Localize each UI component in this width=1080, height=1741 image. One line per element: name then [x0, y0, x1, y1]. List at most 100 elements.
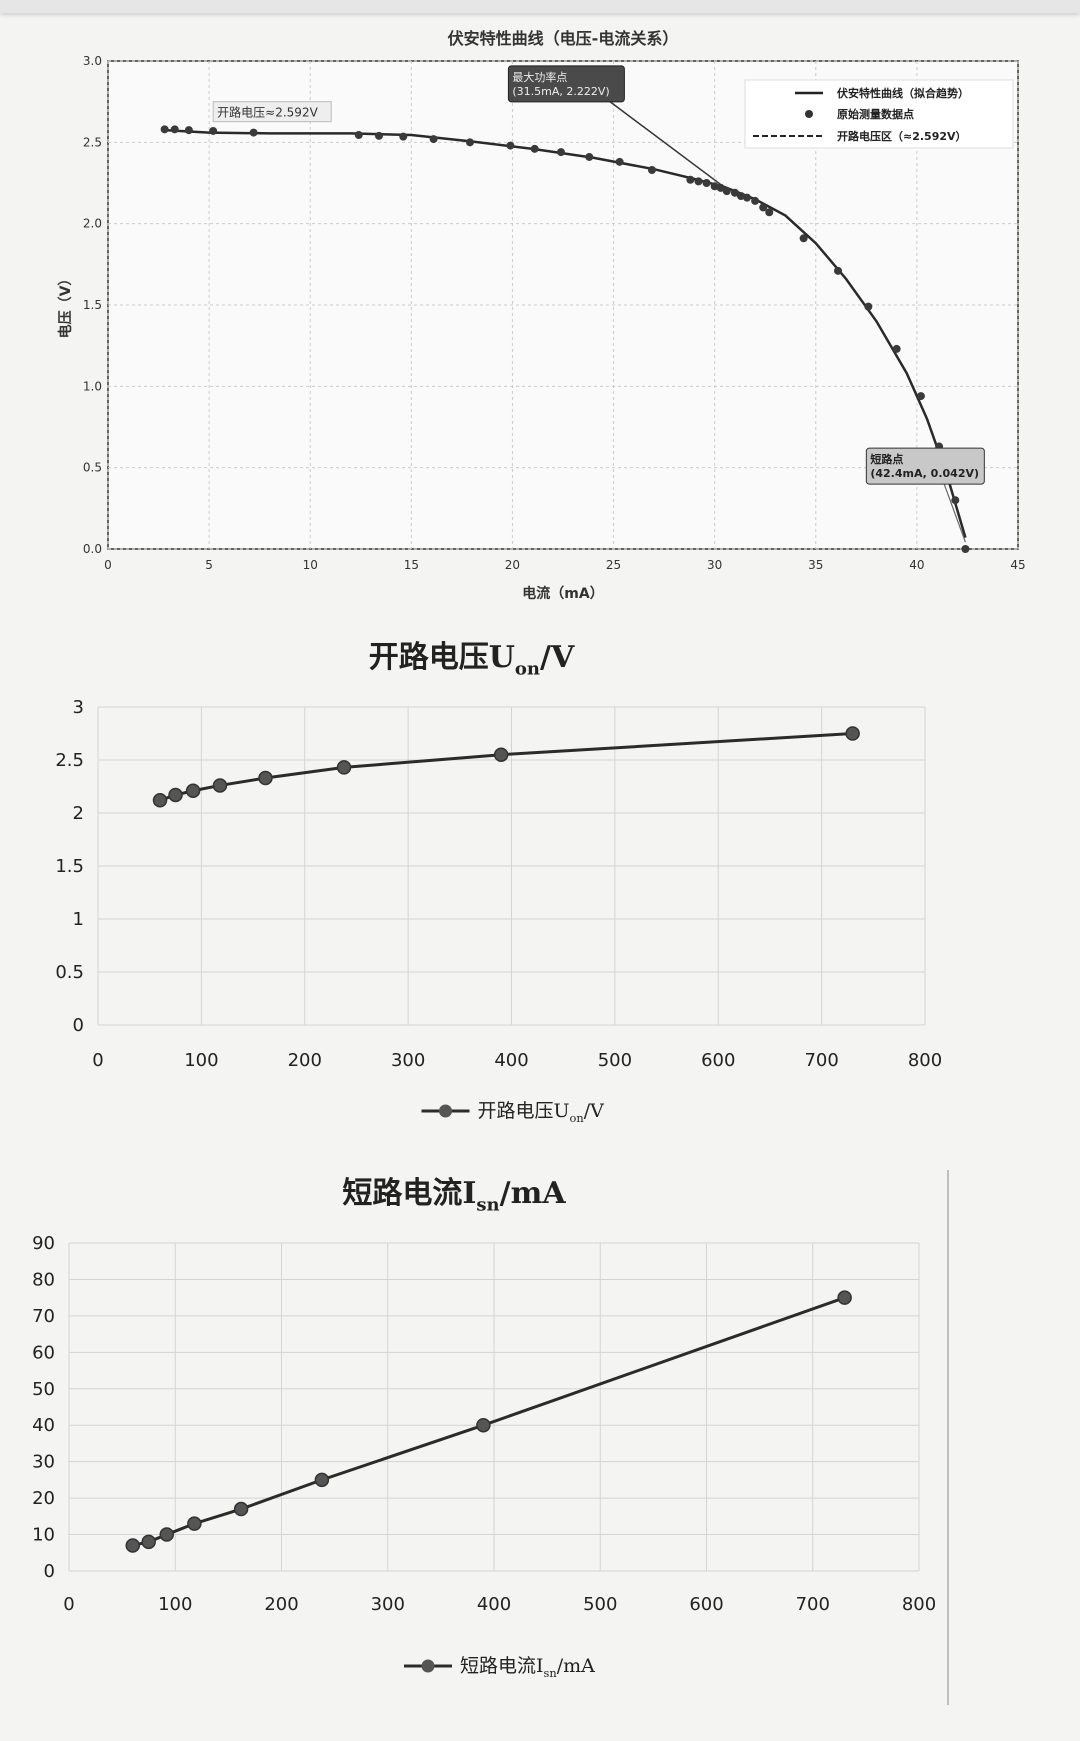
x-tick-label: 40 [909, 558, 924, 572]
data-point [354, 131, 363, 140]
y-tick-label: 50 [32, 1379, 55, 1400]
data-point [556, 148, 565, 157]
data-point [374, 131, 383, 140]
x-tick-label: 600 [689, 1594, 723, 1615]
short-circuit-arrow [940, 475, 966, 543]
chart-title: 伏安特性曲线（电压-电流关系） [448, 29, 679, 48]
x-tick-label: 100 [184, 1050, 218, 1071]
data-point [476, 1417, 491, 1433]
data-point [184, 126, 193, 135]
data-point [759, 203, 768, 212]
x-tick-label: 25 [606, 558, 621, 572]
data-point [160, 125, 169, 134]
y-tick-label: 1.5 [55, 856, 84, 877]
max-power-annotation-box [507, 65, 625, 103]
x-tick-label: 800 [908, 1050, 942, 1071]
x-tick-label: 700 [804, 1050, 838, 1071]
x-tick-label: 400 [477, 1594, 511, 1615]
data-point [837, 1290, 852, 1305]
data-point [736, 192, 745, 201]
y-tick-label: 0 [73, 1015, 84, 1036]
data-point [141, 1534, 156, 1550]
data-point [585, 152, 594, 161]
iv-curve-chart: 0 5 10 15 20 25 30 35 40 45 0.0 0.5 1.0 1.5 2.0 2.5 3.0 伏… [57, 29, 1026, 602]
data-point [799, 234, 808, 243]
y-tick-label: 1.5 [83, 298, 102, 312]
x-tick-label: 800 [902, 1594, 936, 1615]
y-tick-label: 2.5 [83, 135, 102, 149]
data-point [765, 208, 774, 217]
x-tick-label: 500 [583, 1594, 617, 1615]
x-tick-label: 400 [494, 1050, 528, 1071]
x-tick-label: 0 [104, 558, 112, 572]
data-point [233, 1501, 249, 1517]
data-point [152, 793, 168, 808]
legend-label: 原始测量数据点 [837, 107, 914, 121]
legend-label: 开路电压Uon/V [478, 1100, 605, 1125]
chart-title: 开路电压Uon/V [369, 640, 575, 680]
y-tick-label: 10 [32, 1525, 55, 1546]
data-point [961, 545, 970, 553]
x-tick-label: 20 [505, 558, 520, 572]
y-tick-label: 2.5 [55, 750, 84, 771]
y-axis-label: 电压（V） [57, 272, 74, 339]
y-tick-label: 1.0 [83, 379, 102, 393]
y-tick-label: 1 [73, 909, 84, 930]
y-tick-label: 0 [44, 1561, 55, 1582]
x-tick-label: 300 [371, 1594, 405, 1615]
short-circuit-annotation-box [865, 447, 985, 485]
legend-marker [421, 1659, 435, 1673]
data-point [258, 770, 273, 786]
y-tick-label: 40 [32, 1415, 55, 1436]
legend-label: 短路电流Isn/mA [460, 1655, 595, 1680]
y-tick-label: 30 [32, 1452, 55, 1473]
data-point [710, 182, 719, 191]
data-point [314, 1472, 330, 1488]
y-tick-label: 3 [73, 697, 84, 718]
chart-title: 短路电流Isn/mA [342, 1176, 566, 1216]
data-point [209, 126, 218, 135]
x-tick-label: 45 [1010, 558, 1025, 572]
y-tick-label: 2.0 [83, 217, 102, 231]
open-voltage-annotation: 开路电压≈2.592V [217, 105, 318, 120]
y-tick-label: 80 [32, 1269, 55, 1290]
data-point [864, 302, 873, 311]
data-point [187, 1516, 202, 1531]
x-tick-label: 0 [92, 1050, 103, 1071]
x-tick-label: 0 [63, 1594, 74, 1615]
x-tick-label: 30 [707, 558, 722, 572]
max-power-annotation: 最大功率点 [512, 70, 567, 84]
x-axis-label: 电流（mA） [522, 585, 603, 602]
x-tick-label: 100 [158, 1594, 192, 1615]
data-point [743, 193, 752, 202]
open-voltage-annotation-box [212, 101, 332, 123]
legend-point-swatch [805, 110, 813, 118]
y-tick-label: 90 [32, 1233, 55, 1254]
data-point [730, 188, 739, 197]
data-point [399, 132, 408, 141]
data-point [530, 144, 539, 153]
x-tick-label: 15 [404, 558, 419, 572]
x-tick-label: 700 [796, 1594, 830, 1615]
x-tick-label: 200 [288, 1050, 322, 1071]
x-tick-label: 5 [205, 558, 213, 572]
x-tick-label: 10 [303, 558, 318, 572]
y-tick-label: 0.5 [83, 461, 102, 475]
data-point [951, 496, 960, 505]
short-circuit-annotation: (42.4mA, 0.042V) [870, 467, 979, 480]
data-point [465, 138, 474, 147]
series-line [159, 732, 853, 802]
top-bar [0, 0, 1080, 13]
short-circuit-annotation: 短路点 [870, 452, 903, 466]
data-point [170, 125, 179, 134]
legend-label: 伏安特性曲线（拟合趋势） [837, 86, 969, 100]
data-point [694, 177, 703, 186]
y-tick-label: 0.5 [55, 962, 84, 983]
data-point [702, 179, 711, 187]
data-point [834, 266, 843, 275]
x-tick-label: 500 [598, 1050, 632, 1071]
data-point [493, 747, 509, 762]
data-point [845, 726, 860, 741]
x-tick-label: 600 [701, 1050, 735, 1071]
